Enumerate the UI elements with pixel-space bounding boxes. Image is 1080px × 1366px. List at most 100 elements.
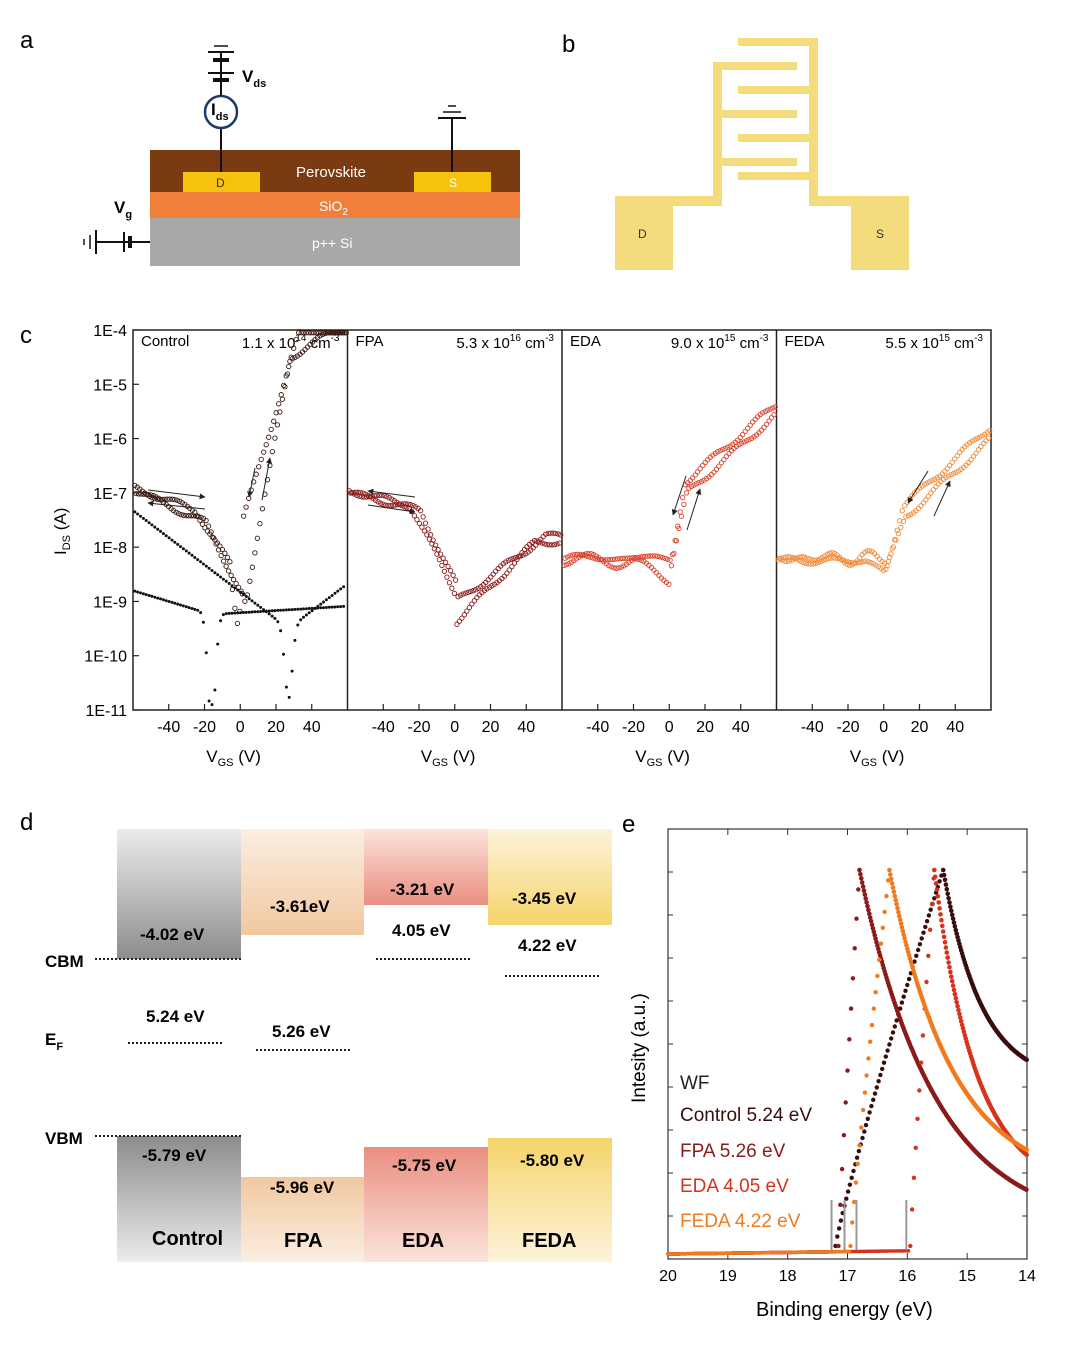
ups-point (857, 867, 862, 873)
data-point (924, 480, 930, 486)
x-tick-label: 0 (450, 719, 459, 736)
data-point (671, 550, 677, 557)
x-tick-label: 40 (303, 719, 321, 736)
data-point (833, 555, 839, 561)
ups-point (838, 1202, 843, 1208)
y-tick-label: 1E-6 (93, 432, 127, 449)
data-point (249, 564, 256, 570)
data-point (944, 465, 950, 472)
ups-point (953, 995, 959, 1001)
data-point (722, 445, 728, 452)
leakage-point (270, 609, 274, 613)
data-point (466, 604, 473, 611)
leakage-point (244, 610, 248, 614)
source-pad-label: S (876, 227, 884, 241)
leakage-point (310, 606, 314, 610)
cbm-bar-control (117, 829, 241, 959)
leakage-point (227, 582, 231, 585)
leakage-point (207, 566, 211, 570)
data-point (234, 620, 241, 627)
data-point (437, 551, 444, 557)
data-point (987, 427, 993, 434)
leakage-point (141, 516, 145, 520)
leakage-point (313, 607, 317, 610)
panel-label-a: a (20, 27, 34, 54)
leakage-point (193, 607, 197, 611)
panel-label-e: e (622, 811, 635, 838)
ups-point (864, 900, 869, 905)
vg-label: Vg (114, 198, 132, 221)
data-point (159, 496, 165, 503)
data-point (653, 570, 660, 576)
data-point (975, 447, 982, 453)
data-point (282, 384, 288, 390)
data-point (970, 453, 977, 460)
data-point (587, 554, 593, 560)
leakage-point (176, 542, 180, 546)
leakage-point (302, 615, 305, 619)
x-tick-label: 40 (946, 719, 964, 736)
subplot-name-fpa: FPA (356, 333, 384, 350)
leakage-point (153, 525, 157, 529)
ef-label-fpa: 5.26 eV (272, 1022, 331, 1041)
data-point (795, 557, 801, 563)
data-point (761, 424, 767, 431)
ups-point (860, 1135, 865, 1141)
leakage-point (322, 600, 325, 604)
data-point (865, 559, 872, 565)
leakage-point (259, 605, 263, 609)
ups-point (888, 876, 894, 882)
ups-point (847, 1037, 852, 1042)
ups-point (899, 925, 905, 930)
data-point (550, 530, 556, 536)
leakage-point (136, 512, 140, 516)
ups-x-tick-label: 14 (1018, 1268, 1036, 1285)
ups-point (867, 1110, 872, 1115)
data-point (858, 559, 864, 565)
sio2-label: SiO2 (319, 198, 348, 218)
data-point (553, 530, 559, 537)
data-point (493, 568, 499, 574)
data-point (247, 578, 253, 584)
data-point (416, 520, 423, 527)
ef-label-eda: 4.05 eV (392, 921, 451, 940)
ups-point (894, 901, 899, 907)
leakage-point (273, 616, 277, 620)
data-point (469, 601, 475, 607)
drain-pad (615, 196, 673, 270)
cbm-bar-eda (364, 829, 488, 905)
panel-label-d: d (20, 809, 33, 836)
ups-x-tick-label: 16 (898, 1268, 916, 1285)
data-point (520, 552, 526, 558)
transfer-xlabel: VGS (V) (635, 747, 690, 769)
data-point (380, 501, 386, 507)
data-point (214, 540, 221, 546)
leakage-point (336, 605, 340, 609)
data-point (376, 492, 382, 498)
ups-point (928, 907, 933, 912)
y-tick-label: 1E-7 (93, 486, 127, 503)
data-point (554, 541, 560, 547)
data-point (228, 572, 234, 579)
vbm-label-control: -5.79 eV (142, 1146, 207, 1165)
ups-point (912, 959, 917, 964)
leakage-point (299, 618, 303, 622)
ups-point (847, 1249, 852, 1254)
data-point (747, 422, 753, 428)
ups-point (867, 911, 872, 917)
ups-point (872, 1091, 878, 1096)
data-point (622, 555, 628, 561)
leakage-point (242, 592, 245, 596)
ups-point (838, 1218, 844, 1223)
ups-point (917, 942, 923, 947)
data-point (856, 555, 863, 561)
drain-pad-label: D (638, 227, 647, 241)
ups-x-tick-label: 18 (779, 1268, 797, 1285)
data-point (829, 550, 835, 556)
leakage-point (264, 610, 268, 614)
data-point (424, 532, 430, 538)
data-point (606, 562, 612, 569)
data-point (948, 472, 954, 478)
data-point (609, 556, 616, 563)
data-point (564, 554, 571, 560)
